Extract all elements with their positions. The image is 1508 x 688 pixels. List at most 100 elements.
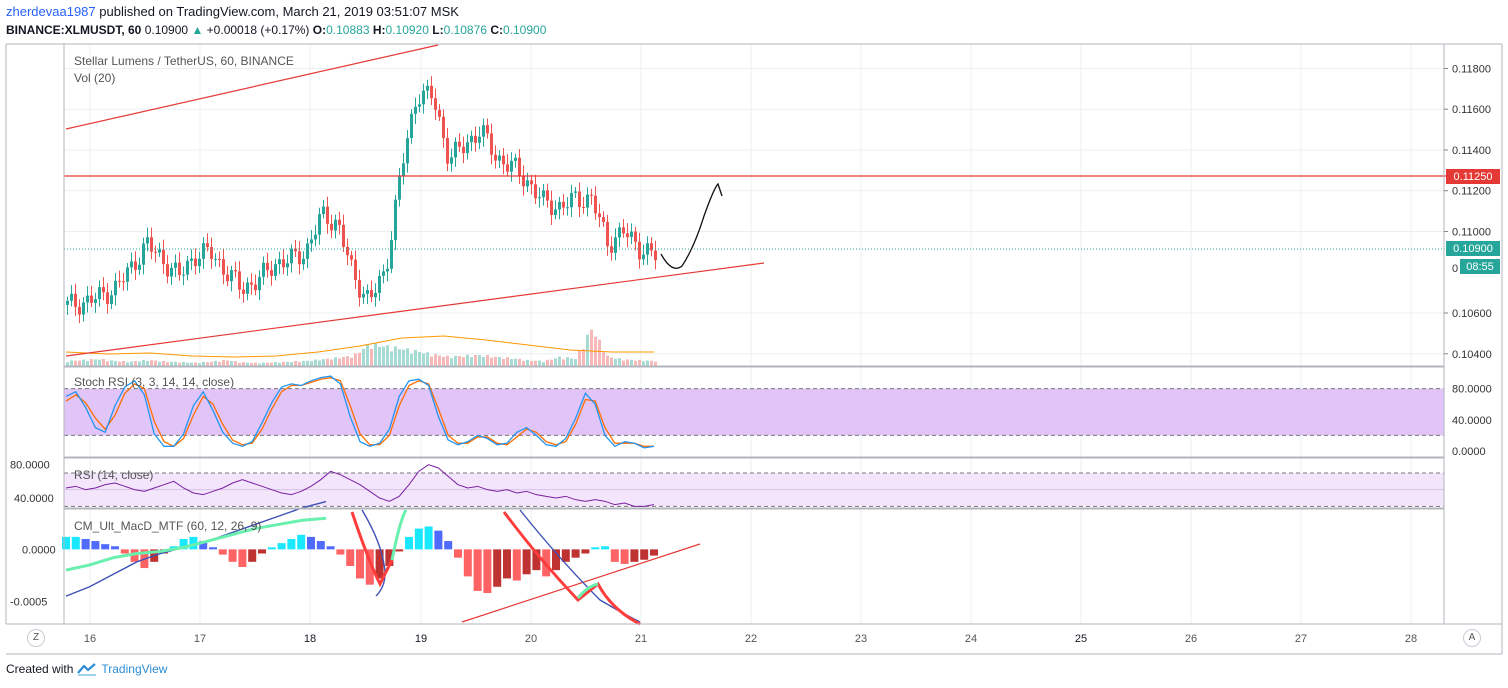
price-tick-label: 0.10400 bbox=[1452, 349, 1492, 361]
macd-histogram-bar bbox=[405, 536, 413, 550]
candle-body bbox=[298, 251, 301, 265]
candle-body bbox=[154, 251, 157, 253]
candle-body bbox=[446, 137, 449, 164]
macd-histogram-bar bbox=[571, 549, 580, 558]
candle-body bbox=[482, 125, 485, 137]
volume-bar bbox=[298, 362, 301, 366]
volume-bar bbox=[278, 362, 281, 366]
macd-histogram-bar bbox=[62, 536, 70, 550]
macd-histogram-bar bbox=[120, 549, 129, 554]
macd-histogram-bar bbox=[218, 549, 227, 555]
volume-bar bbox=[458, 356, 461, 366]
volume-bar bbox=[566, 357, 569, 366]
candle-body bbox=[138, 264, 141, 270]
volume-bar bbox=[354, 353, 357, 366]
low-label: L: bbox=[432, 23, 444, 37]
macd-histogram-bar bbox=[414, 528, 423, 550]
price-pane-frame bbox=[63, 43, 1445, 367]
candle-body bbox=[554, 209, 557, 215]
candle-body bbox=[234, 270, 237, 272]
volume-bar bbox=[442, 356, 445, 366]
volume-bar bbox=[294, 361, 297, 366]
indicator-bands bbox=[64, 388, 1444, 507]
candle-body bbox=[462, 146, 465, 154]
price-change: +0.00018 (+0.17%) bbox=[206, 23, 310, 37]
candle-body bbox=[330, 223, 333, 231]
x-tick-label: 26 bbox=[1185, 633, 1197, 645]
volume-bar bbox=[98, 359, 101, 366]
volume-bar bbox=[226, 360, 229, 366]
candle-body bbox=[374, 292, 377, 298]
indicator-lines bbox=[62, 375, 658, 626]
x-tick-label: 18 bbox=[304, 633, 316, 645]
volume-bar bbox=[610, 357, 613, 366]
candle-body bbox=[118, 280, 121, 282]
author-link[interactable]: zherdevaa1987 bbox=[6, 4, 96, 19]
rsi-label: RSI (14, close) bbox=[74, 468, 153, 482]
macd-histogram-bar bbox=[336, 549, 345, 555]
volume-ma-line bbox=[65, 335, 654, 358]
candle-body bbox=[506, 164, 509, 172]
volume-bar bbox=[506, 357, 509, 366]
candle-body bbox=[642, 254, 645, 260]
volume-bar bbox=[654, 361, 657, 366]
volume-bar bbox=[438, 355, 441, 366]
candle-body bbox=[606, 221, 609, 247]
volume-bar bbox=[498, 356, 501, 366]
candle-body bbox=[158, 249, 161, 253]
volume-bar bbox=[258, 363, 261, 366]
macd-histogram-bar bbox=[610, 549, 619, 562]
volume-bar bbox=[178, 362, 181, 366]
auto-scale-right-button[interactable]: A bbox=[1463, 629, 1481, 647]
volume-bar bbox=[302, 360, 305, 366]
candle-body bbox=[186, 260, 189, 275]
candle-body bbox=[170, 267, 173, 277]
candle-body bbox=[442, 116, 445, 138]
candle-body bbox=[162, 249, 165, 265]
close-value: 0.10900 bbox=[502, 23, 547, 37]
auto-scale-left-button[interactable]: Z bbox=[27, 629, 45, 647]
x-tick-label: 19 bbox=[415, 633, 427, 645]
x-tick-label: 17 bbox=[194, 633, 206, 645]
volume-bar bbox=[598, 339, 601, 366]
volume-bar bbox=[606, 355, 609, 366]
macd-line-2 bbox=[350, 511, 394, 588]
macd-histogram-bar bbox=[522, 549, 531, 575]
volume-bar bbox=[198, 363, 201, 366]
macd-histogram-bar bbox=[277, 543, 286, 550]
candle-body bbox=[226, 274, 229, 282]
macd-histogram-bar bbox=[444, 541, 453, 550]
volume-bar bbox=[238, 362, 241, 366]
tradingview-logo-icon bbox=[77, 663, 97, 676]
volume-bar bbox=[66, 362, 69, 366]
volume-bar bbox=[542, 362, 545, 366]
candle-body bbox=[570, 192, 573, 208]
projection-curve bbox=[660, 182, 723, 269]
candle-body bbox=[274, 264, 277, 276]
candle-body bbox=[654, 250, 657, 261]
partial-price-tick: 0 bbox=[1452, 263, 1458, 275]
candle-body bbox=[566, 207, 569, 209]
candle-body bbox=[426, 85, 429, 91]
volume-bar bbox=[502, 358, 505, 366]
volume-bar bbox=[474, 354, 477, 366]
candle-body bbox=[406, 138, 409, 164]
rsi-tick-label-left: 40.0000 bbox=[14, 493, 54, 505]
volume-bar bbox=[490, 357, 493, 366]
volume-bar bbox=[350, 357, 353, 366]
stoch-pane-frame bbox=[63, 366, 1445, 458]
x-tick-label: 22 bbox=[745, 633, 757, 645]
countdown-tag bbox=[1460, 259, 1500, 274]
volume-bar bbox=[362, 348, 365, 366]
volume-bar bbox=[202, 361, 205, 366]
candle-body bbox=[242, 289, 245, 294]
candle-body bbox=[342, 224, 345, 247]
volume-bar bbox=[182, 361, 185, 366]
candle-body bbox=[362, 293, 365, 298]
tradingview-link[interactable]: TradingView bbox=[101, 662, 168, 676]
price-tick-label: 0.11400 bbox=[1452, 145, 1491, 157]
lower-trendline bbox=[65, 262, 765, 357]
volume-bar bbox=[618, 358, 621, 366]
volume-bar bbox=[522, 360, 525, 366]
